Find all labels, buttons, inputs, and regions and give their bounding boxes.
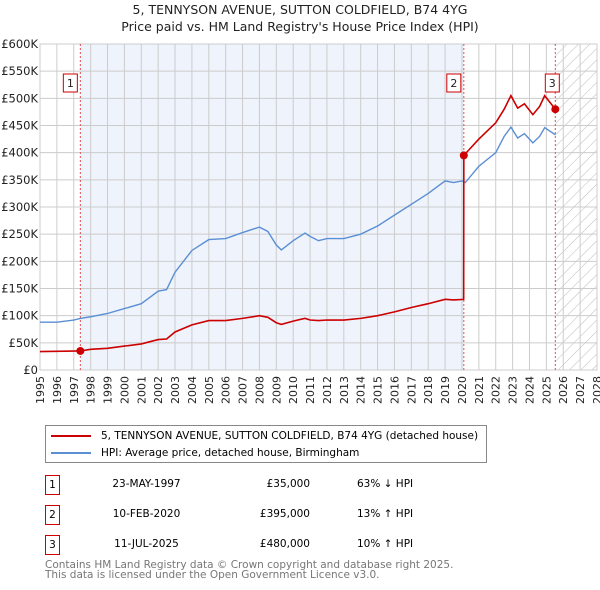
sale-marker-label: 1 xyxy=(45,475,60,495)
y-tick-label: £50K xyxy=(9,336,39,350)
hpi-line xyxy=(40,125,556,323)
y-tick-label: £150K xyxy=(1,282,38,296)
footer-line2: This data is licensed under the Open Gov… xyxy=(45,569,380,581)
legend-blue-line xyxy=(51,452,91,454)
y-tick-label: £250K xyxy=(1,227,38,241)
x-tick-label: 2022 xyxy=(490,376,503,404)
x-tick-label: 2004 xyxy=(186,376,199,404)
sale-point xyxy=(76,346,85,355)
legend-property: 5, TENNYSON AVENUE, SUTTON COLDFIELD, B7… xyxy=(101,430,479,442)
x-tick-label: 2023 xyxy=(507,376,520,404)
legend: 5, TENNYSON AVENUE, SUTTON COLDFIELD, B7… xyxy=(45,425,487,463)
x-tick-label: 1997 xyxy=(68,376,81,404)
x-tick-label: 2006 xyxy=(220,376,233,404)
x-tick-label: 2017 xyxy=(405,376,418,404)
sale-price: £395,000 xyxy=(259,508,310,520)
x-tick-label: 1995 xyxy=(34,376,47,404)
y-tick-label: £550K xyxy=(1,64,38,78)
x-tick-label: 2005 xyxy=(203,376,216,404)
footer-line1: Contains HM Land Registry data © Crown c… xyxy=(45,559,454,571)
y-tick-label: £100K xyxy=(1,309,38,323)
sale-date: 10-FEB-2020 xyxy=(112,508,181,520)
y-tick-label: £500K xyxy=(1,91,38,105)
y-tick-label: £350K xyxy=(1,173,38,187)
x-tick-label: 2015 xyxy=(372,376,385,404)
x-tick-label: 2028 xyxy=(591,376,600,404)
x-tick-label: 2024 xyxy=(523,376,536,404)
sale-marker-label: 2 xyxy=(450,77,457,90)
x-tick-label: 2003 xyxy=(169,376,182,404)
sale-marker-box xyxy=(446,73,462,93)
x-tick-label: 2002 xyxy=(152,376,165,404)
sale-hpi: 10% ↑ HPI xyxy=(357,538,414,550)
x-tick-label: 2009 xyxy=(270,376,283,404)
sale-marker-label: 1 xyxy=(67,77,74,90)
x-tick-label: 2027 xyxy=(574,376,587,404)
legend-hpi: HPI: Average price, detached house, Birm… xyxy=(101,447,360,459)
x-tick-label: 2011 xyxy=(304,376,317,404)
y-tick-label: £600K xyxy=(1,37,38,51)
sale-point xyxy=(551,105,560,114)
y-tick-label: £0 xyxy=(23,363,38,377)
property-line xyxy=(39,93,556,353)
sale-date: 11-JUL-2025 xyxy=(114,538,179,550)
x-tick-label: 2008 xyxy=(253,376,266,404)
y-tick-label: £200K xyxy=(1,254,38,268)
x-tick-label: 2001 xyxy=(135,376,148,404)
x-tick-label: 2020 xyxy=(456,376,469,404)
footer: Contains HM Land Registry data © Crown c… xyxy=(45,559,454,581)
sale-marker-box xyxy=(544,73,560,93)
x-tick-label: 1999 xyxy=(102,376,115,404)
sale-marker-label: 3 xyxy=(45,535,60,555)
sale-price: £480,000 xyxy=(259,538,310,550)
x-tick-label: 2025 xyxy=(540,376,553,404)
x-tick-label: 1996 xyxy=(51,376,64,404)
x-tick-label: 2021 xyxy=(473,376,486,404)
x-tick-label: 2016 xyxy=(388,376,401,404)
sale-row: 3 11-JUL-2025 £480,000 10% ↑ HPI xyxy=(45,535,445,555)
sale-row: 2 10-FEB-2020 £395,000 13% ↑ HPI xyxy=(45,505,445,525)
chart-title: 5, TENNYSON AVENUE, SUTTON COLDFIELD, B7… xyxy=(132,2,468,17)
sale-marker-box xyxy=(62,73,78,93)
x-tick-label: 1998 xyxy=(85,376,98,404)
x-tick-label: 2010 xyxy=(287,376,300,404)
x-tick-label: 2007 xyxy=(237,376,250,404)
sale-hpi: 13% ↑ HPI xyxy=(357,508,414,520)
chart-subtitle: Price paid vs. HM Land Registry's House … xyxy=(121,19,479,34)
sale-marker-label: 2 xyxy=(45,505,60,525)
x-tick-label: 2000 xyxy=(118,376,131,404)
y-tick-label: £400K xyxy=(1,146,38,160)
x-tick-label: 2018 xyxy=(422,376,435,404)
y-tick-label: £300K xyxy=(1,200,38,214)
sale-date: 23-MAY-1997 xyxy=(112,478,181,490)
y-tick-label: £450K xyxy=(1,119,38,133)
sale-hpi: 63% ↓ HPI xyxy=(357,478,414,490)
sale-marker-label: 3 xyxy=(549,77,556,90)
sale-price: £35,000 xyxy=(266,478,310,490)
sale-point xyxy=(459,151,468,160)
x-tick-label: 2013 xyxy=(338,376,351,404)
plot-border xyxy=(39,43,598,371)
x-tick-label: 2026 xyxy=(557,376,570,404)
x-tick-label: 2012 xyxy=(321,376,334,404)
legend-red-line xyxy=(51,435,91,437)
x-tick-label: 2014 xyxy=(355,376,368,404)
sale-row: 1 23-MAY-1997 £35,000 63% ↓ HPI xyxy=(45,475,445,495)
x-tick-label: 2019 xyxy=(439,376,452,404)
price-chart: 1995 1996 1997 1998 1999 2000 2001 2002 2003 2004… xyxy=(1,37,600,404)
